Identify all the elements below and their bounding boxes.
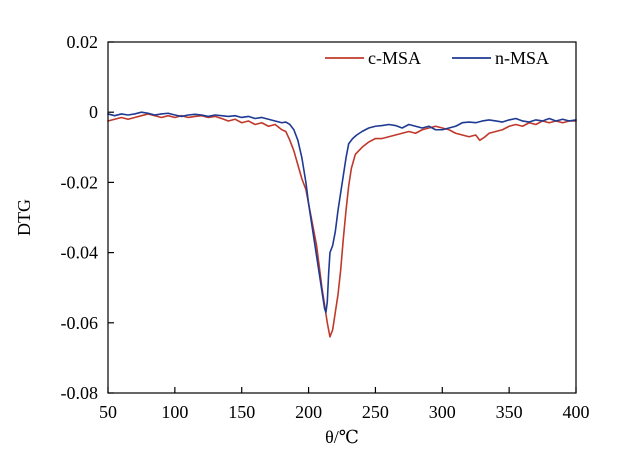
x-tick-label: 300 [429, 402, 456, 422]
y-tick-label: -0.04 [61, 243, 99, 263]
x-tick-label: 50 [99, 402, 117, 422]
y-tick-label: -0.02 [61, 172, 99, 192]
x-tick-label: 200 [295, 402, 322, 422]
x-tick-label: 350 [496, 402, 523, 422]
y-tick-label: 0.02 [67, 32, 99, 52]
x-tick-label: 250 [362, 402, 389, 422]
y-axis-title: DTG [14, 199, 34, 236]
y-tick-label: -0.08 [61, 383, 99, 403]
legend-label-n-msa: n-MSA [495, 48, 549, 68]
x-axis-ticks: 50 100 150 200 250 300 350 400 [99, 387, 590, 422]
series-line-n-msa [107, 111, 577, 314]
legend: c-MSA n-MSA [325, 48, 549, 68]
y-tick-label: -0.06 [61, 313, 99, 333]
x-tick-label: 100 [161, 402, 188, 422]
x-tick-label: 150 [228, 402, 255, 422]
plot-frame [107, 41, 577, 394]
series-layer [107, 111, 577, 338]
y-axis-ticks: 0.02 0 -0.02 -0.04 -0.06 -0.08 [61, 32, 114, 403]
x-axis-title: θ/℃ [325, 427, 359, 447]
series-line-c-msa [107, 113, 577, 338]
x-tick-label: 400 [563, 402, 590, 422]
legend-label-c-msa: c-MSA [368, 48, 421, 68]
y-tick-label: 0 [89, 102, 98, 122]
